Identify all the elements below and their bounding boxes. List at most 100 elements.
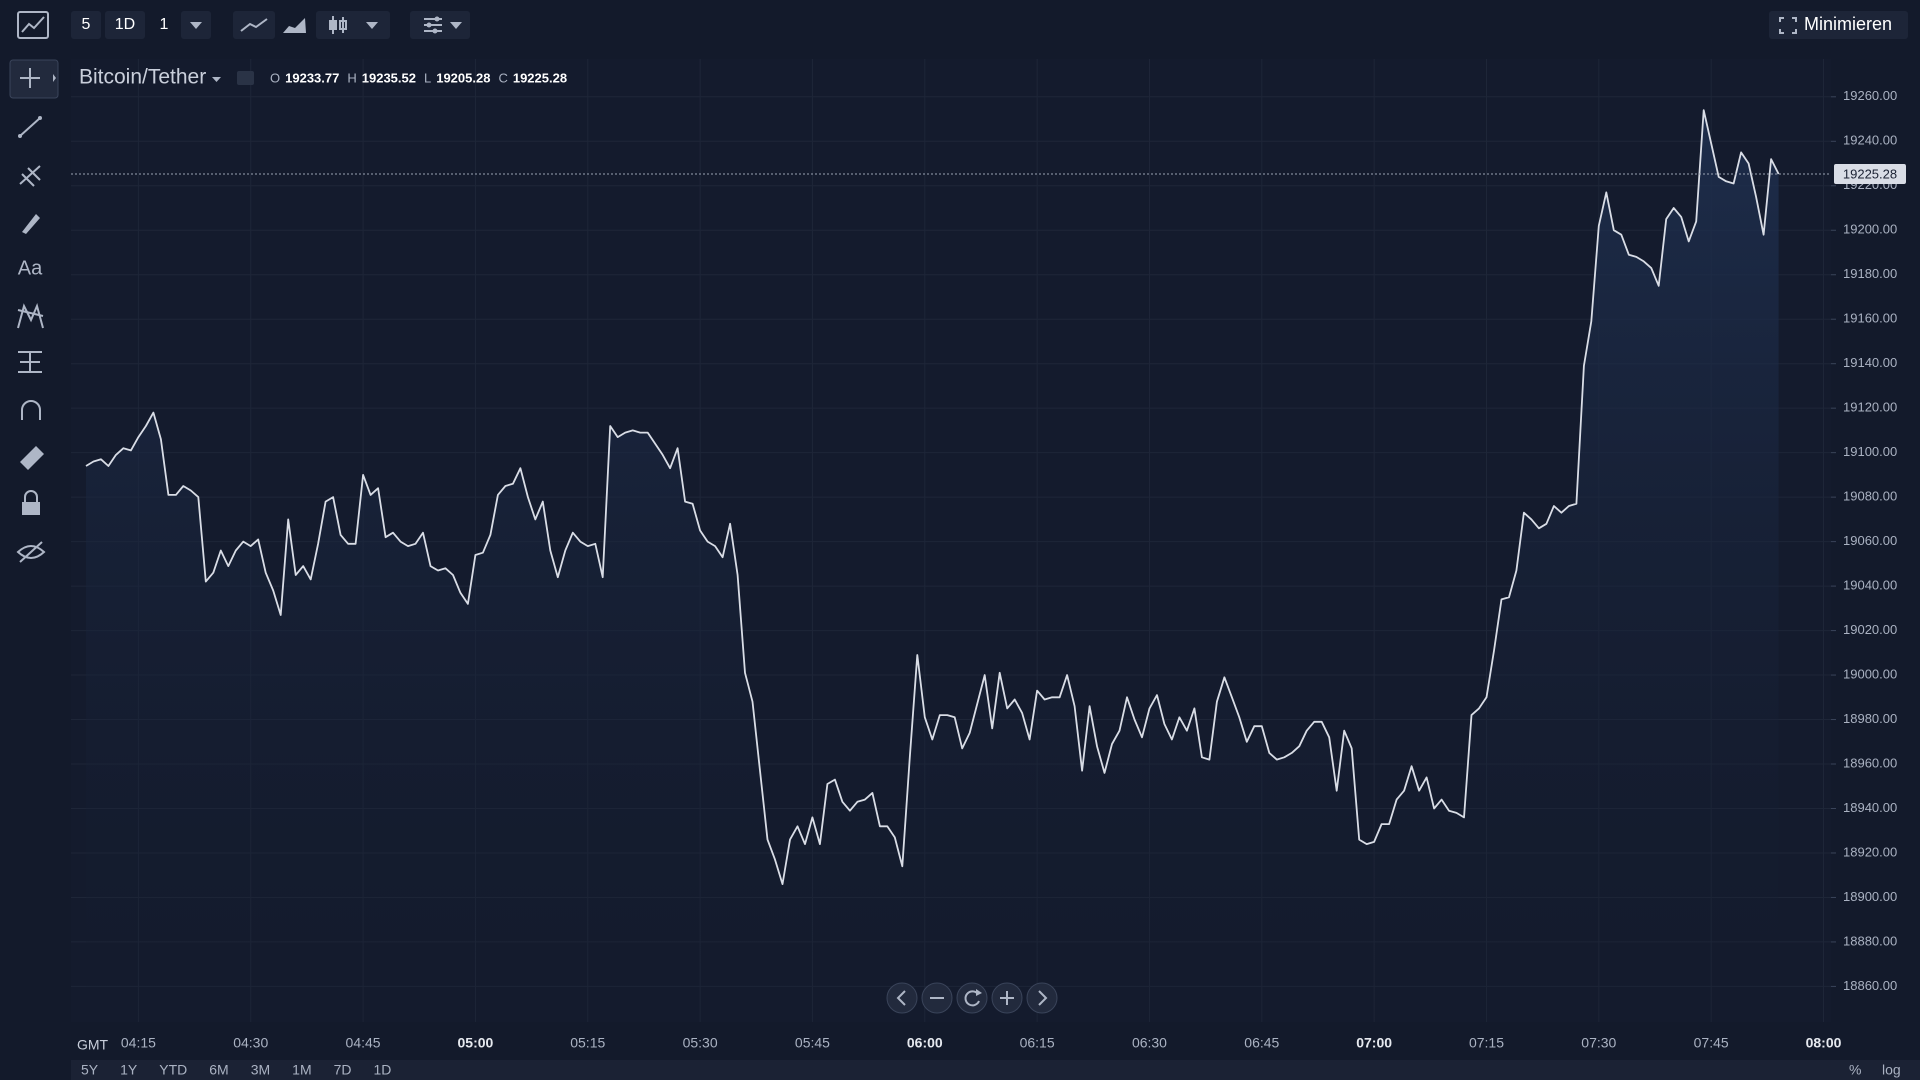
- zoom-in[interactable]: [991, 982, 1023, 1014]
- x-tick-label: 06:00: [907, 1035, 943, 1051]
- y-tick-label: 18860.00: [1843, 978, 1897, 993]
- symbol-badge: [237, 71, 254, 85]
- y-tick-label: 19000.00: [1843, 666, 1897, 681]
- x-tick-label: 05:30: [683, 1035, 718, 1051]
- y-tick-label: 19240.00: [1843, 133, 1897, 148]
- symbol-caret: [212, 77, 221, 82]
- y-tick-label: 19080.00: [1843, 489, 1897, 504]
- bottom-bar: [71, 1060, 1920, 1080]
- price-line: [85, 109, 1780, 885]
- series: [71, 109, 1831, 1022]
- y-tick-label: 19180.00: [1843, 266, 1897, 281]
- ohlc-value: 19235.52: [362, 70, 416, 85]
- minimize-label[interactable]: Minimieren: [1804, 14, 1892, 34]
- range-option[interactable]: 7D: [334, 1062, 352, 1078]
- y-tick-label: 19020.00: [1843, 622, 1897, 637]
- x-tick-label: 06:15: [1020, 1035, 1055, 1051]
- x-tick-label: 08:00: [1806, 1035, 1842, 1051]
- zoom-out[interactable]: [921, 982, 953, 1014]
- ohlc-key: H: [347, 70, 356, 85]
- ohlc-key: O: [270, 70, 280, 85]
- y-tick-label: 19100.00: [1843, 444, 1897, 459]
- ruler-tool[interactable]: [20, 446, 44, 470]
- y-tick-label: 19140.00: [1843, 355, 1897, 370]
- x-tick-label: 07:00: [1356, 1035, 1392, 1051]
- top-toolbar: 5 1D 1 Minimieren: [17, 11, 1908, 39]
- measure-tool[interactable]: [18, 351, 42, 373]
- scale-option[interactable]: %: [1849, 1062, 1861, 1078]
- scroll-left[interactable]: [886, 982, 918, 1014]
- settings-icon: [424, 16, 462, 34]
- range-option[interactable]: 6M: [209, 1062, 228, 1078]
- y-tick-label: 18920.00: [1843, 844, 1897, 859]
- minimize-icon: [1779, 17, 1797, 34]
- x-tick-label: 05:15: [570, 1035, 605, 1051]
- timezone: GMT: [77, 1037, 109, 1053]
- interval[interactable]: 5: [82, 16, 91, 33]
- x-tick-label: 05:45: [795, 1035, 830, 1051]
- candle-icon: [329, 16, 347, 34]
- fork-tool[interactable]: [19, 165, 41, 187]
- x-tick-label: 05:00: [458, 1035, 494, 1051]
- reset[interactable]: [956, 982, 988, 1014]
- range-option[interactable]: 3M: [251, 1062, 270, 1078]
- multiplier[interactable]: 1: [160, 16, 169, 33]
- range[interactable]: 1D: [115, 16, 135, 33]
- ohlc-value: 19225.28: [513, 70, 567, 85]
- y-tick-label: 19040.00: [1843, 578, 1897, 593]
- y-tick-label: 19160.00: [1843, 311, 1897, 326]
- x-tick-label: 04:15: [121, 1035, 156, 1051]
- x-tick-label: 04:30: [233, 1035, 268, 1051]
- x-tick-label: 06:30: [1132, 1035, 1167, 1051]
- ohlc-key: L: [424, 70, 431, 85]
- minimize-button[interactable]: [1769, 11, 1908, 39]
- y-tick-label: 18960.00: [1843, 755, 1897, 770]
- candle-type-button[interactable]: [316, 11, 390, 39]
- x-tick-label: 07:30: [1581, 1035, 1616, 1051]
- y-tick-label: 19200.00: [1843, 222, 1897, 237]
- x-tick-label: 06:45: [1244, 1035, 1279, 1051]
- trendline-tool[interactable]: [18, 116, 42, 138]
- range-option[interactable]: 1M: [292, 1062, 311, 1078]
- text-tool[interactable]: Aa: [18, 257, 43, 279]
- line-icon: [240, 18, 268, 32]
- y-tick-label: 18900.00: [1843, 889, 1897, 904]
- hide-tool[interactable]: [16, 541, 46, 563]
- range-option[interactable]: 1D: [374, 1062, 392, 1078]
- symbol-header: Bitcoin/Tether O 19233.77 H 19235.52 L 19205.…: [79, 66, 567, 89]
- range-option[interactable]: YTD: [159, 1062, 187, 1078]
- range-button[interactable]: [105, 11, 145, 39]
- range-bar: 5Y 1Y YTD 6M 3M 1M 7D 1D% log: [81, 1062, 1901, 1078]
- y-tick-label: 19120.00: [1843, 400, 1897, 415]
- ohlc-value: 19205.28: [436, 70, 490, 85]
- brush-tool[interactable]: [22, 214, 40, 234]
- area-type-button[interactable]: [283, 18, 306, 33]
- axes: 18860.00 18880.00 18900.00 18920.00 18940.00…: [121, 88, 1906, 1051]
- last-price-label: 19225.28: [1843, 166, 1897, 181]
- ohlc-key: C: [498, 70, 507, 85]
- pattern-tool[interactable]: [17, 302, 44, 329]
- lock-tool[interactable]: [22, 490, 40, 515]
- x-tick-label: 07:15: [1469, 1035, 1504, 1051]
- y-tick-label: 18940.00: [1843, 800, 1897, 815]
- magnet-tool[interactable]: [21, 400, 41, 420]
- range-option[interactable]: 5Y: [81, 1062, 99, 1078]
- scroll-right[interactable]: [1026, 982, 1058, 1014]
- range-option[interactable]: 1Y: [120, 1062, 138, 1078]
- scale-option[interactable]: log: [1882, 1062, 1901, 1078]
- x-tick-label: 07:45: [1694, 1035, 1729, 1051]
- x-tick-label: 04:45: [346, 1035, 381, 1051]
- chart-icon-button[interactable]: [17, 11, 49, 39]
- y-tick-label: 19060.00: [1843, 533, 1897, 548]
- ohlc-value: 19233.77: [285, 70, 339, 85]
- y-tick-label: 18880.00: [1843, 933, 1897, 948]
- symbol-title[interactable]: Bitcoin/Tether: [79, 66, 206, 89]
- interval-button[interactable]: [71, 11, 101, 39]
- dropdown-caret: [366, 22, 378, 29]
- left-toolbar: Aa: [9, 59, 59, 563]
- last-price-box: [1834, 164, 1906, 185]
- y-tick-label: 18980.00: [1843, 711, 1897, 726]
- zoom-controls: [886, 982, 1058, 1014]
- y-tick-label: 19260.00: [1843, 88, 1897, 103]
